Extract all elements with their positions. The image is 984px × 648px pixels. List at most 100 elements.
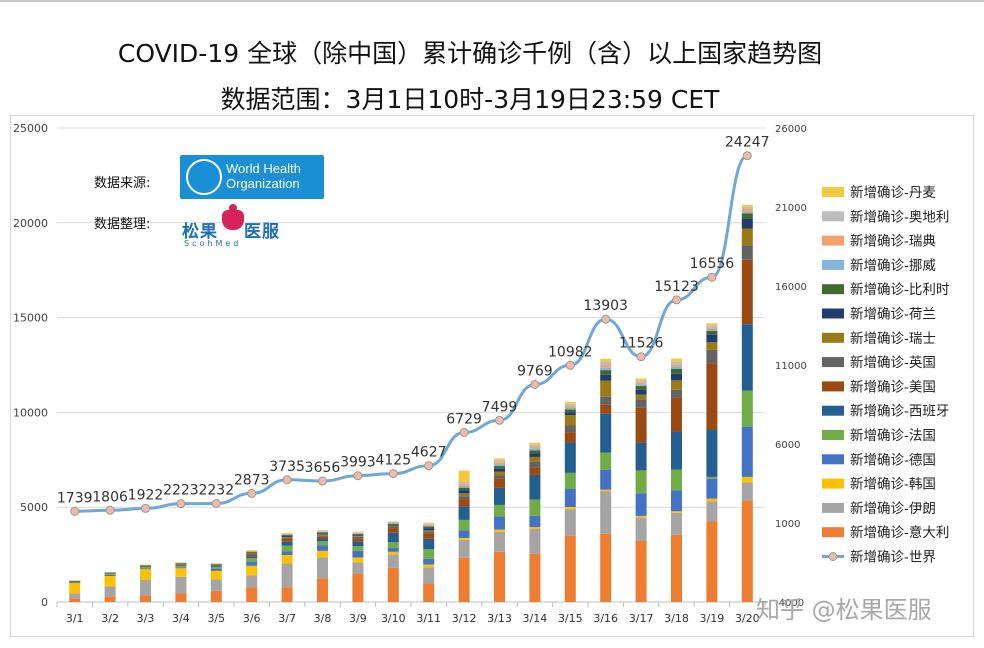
bar-segment-挪威 xyxy=(281,534,293,536)
bar-segment-意大利 xyxy=(104,596,116,602)
bar-segment-美国 xyxy=(317,536,328,539)
top-divider xyxy=(0,0,984,2)
chart-subtitle: 数据范围：3月1日10时-3月19日23:59 CET xyxy=(220,85,720,114)
bar-segment-韩国 xyxy=(741,476,753,483)
bar-segment-丹麦 xyxy=(635,378,647,381)
bar-segment-瑞士 xyxy=(175,563,187,565)
bar-segment-比利时 xyxy=(635,386,647,390)
bar-segment-挪威 xyxy=(387,523,399,524)
legend-label: 新增确诊-德国 xyxy=(850,452,936,468)
x-tick-label: 3/7 xyxy=(278,612,296,625)
bar-segment-法国 xyxy=(706,476,718,479)
bar-segment-德国 xyxy=(140,568,151,570)
bar-segment-韩国 xyxy=(706,498,718,502)
bar-segment-韩国 xyxy=(317,550,328,558)
bar-segment-荷兰 xyxy=(706,334,718,343)
bar-segment-英国 xyxy=(317,535,328,537)
bar-segment-美国 xyxy=(281,538,293,542)
legend-label: 新增确诊-意大利 xyxy=(850,524,949,541)
world-point xyxy=(70,506,80,516)
world-data-label: 1739 xyxy=(57,490,93,506)
bar-segment-瑞士 xyxy=(352,535,364,537)
legend-swatch-奥地利 xyxy=(822,211,844,222)
legend-swatch-比利时 xyxy=(822,284,844,295)
bar-segment-瑞士 xyxy=(423,530,435,532)
bar-segment-西班牙 xyxy=(600,413,612,453)
bar-segment-西班牙 xyxy=(458,506,470,520)
world-point xyxy=(565,360,575,370)
bar-segment-意大利 xyxy=(246,587,258,602)
legend-swatch-瑞士 xyxy=(822,332,844,343)
legend-swatch-瑞典 xyxy=(822,235,844,246)
bar-segment-荷兰 xyxy=(529,453,541,457)
bar-segment-瑞典 xyxy=(706,327,718,329)
bar-segment-美国 xyxy=(423,533,435,539)
bar-segment-韩国 xyxy=(104,576,116,587)
legend-label: 新增确诊-瑞典 xyxy=(850,234,936,250)
bar-segment-比利时 xyxy=(494,466,505,469)
world-point xyxy=(247,488,257,498)
bar-segment-德国 xyxy=(671,490,682,512)
bar-segment-意大利 xyxy=(600,533,612,602)
bar-segment-美国 xyxy=(529,467,541,475)
bar-segment-西班牙 xyxy=(423,538,435,550)
world-data-label: 24247 xyxy=(725,135,770,151)
bar-segment-法国 xyxy=(281,545,293,552)
legend-swatch-西班牙 xyxy=(822,405,844,416)
bar-segment-西班牙 xyxy=(140,566,151,567)
bar-segment-法国 xyxy=(69,581,81,583)
bar-segment-美国 xyxy=(671,397,682,432)
bar-segment-韩国 xyxy=(423,564,435,568)
bar-segment-德国 xyxy=(175,567,187,569)
bar-segment-韩国 xyxy=(140,569,151,580)
bar-segment-法国 xyxy=(564,472,576,489)
bar-segment-法国 xyxy=(529,499,541,516)
bar-segment-英国 xyxy=(741,245,753,260)
bar-segment-西班牙 xyxy=(741,324,753,391)
bar-segment-英国 xyxy=(494,475,505,479)
bar-segment-韩国 xyxy=(635,515,647,518)
bar-segment-伊朗 xyxy=(317,557,328,579)
legend-swatch-韩国 xyxy=(822,478,844,489)
world-data-label: 9769 xyxy=(517,363,553,379)
bar-segment-瑞典 xyxy=(246,550,258,552)
world-data-label: 6729 xyxy=(446,411,482,427)
bar-segment-德国 xyxy=(600,469,612,490)
bar-segment-美国 xyxy=(246,554,258,557)
bar-segment-挪威 xyxy=(600,367,612,371)
x-tick-label: 3/15 xyxy=(558,612,583,625)
bar-segment-奥地利 xyxy=(741,206,753,209)
bar-segment-韩国 xyxy=(564,507,576,510)
y-tick-label-left: 15000 xyxy=(13,312,48,325)
bar-segment-荷兰 xyxy=(317,533,328,535)
scohmed-logo: 松果 医服 ScohMed xyxy=(182,204,292,248)
bar-segment-伊朗 xyxy=(352,562,364,574)
bar-segment-荷兰 xyxy=(387,524,399,526)
bar-segment-瑞典 xyxy=(635,382,647,385)
bar-segment-奥地利 xyxy=(671,361,682,365)
world-point xyxy=(282,475,292,485)
bar-segment-韩国 xyxy=(69,583,81,594)
bar-segment-西班牙 xyxy=(564,442,576,473)
bar-segment-比利时 xyxy=(671,368,682,374)
bar-segment-英国 xyxy=(706,349,718,364)
bar-segment-比利时 xyxy=(423,526,435,529)
world-data-label: 7499 xyxy=(482,399,518,415)
bar-segment-瑞士 xyxy=(458,493,470,497)
zhihu-watermark: 知乎 @松果医服 xyxy=(756,596,932,624)
world-data-label: 3656 xyxy=(305,460,341,476)
bar-segment-美国 xyxy=(352,538,364,542)
bar-segment-美国 xyxy=(494,478,505,488)
legend-swatch-伊朗 xyxy=(822,502,844,513)
legend-swatch-荷兰 xyxy=(822,308,844,319)
world-data-label: 3993 xyxy=(340,455,376,471)
world-data-label: 2232 xyxy=(198,483,234,499)
bar-segment-德国 xyxy=(458,530,470,538)
bar-segment-瑞典 xyxy=(564,405,576,408)
bar-segment-意大利 xyxy=(423,583,435,602)
bar-segment-伊朗 xyxy=(529,529,541,554)
y-tick-label-right: -4000 xyxy=(775,598,804,609)
bar-segment-德国 xyxy=(423,558,435,565)
y-tick-label-left: 20000 xyxy=(13,217,48,230)
